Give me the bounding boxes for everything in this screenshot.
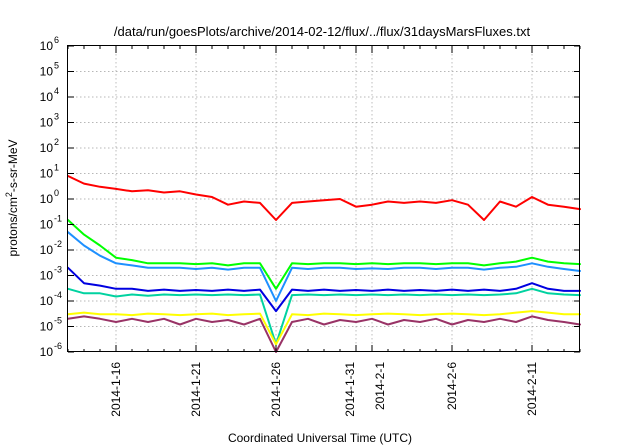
grid bbox=[68, 46, 580, 352]
y-tick-exponent: -1 bbox=[54, 214, 62, 224]
y-tick-label: 100 bbox=[40, 188, 59, 206]
y-tick-exponent: 5 bbox=[54, 61, 59, 71]
y-tick-label: 10-4 bbox=[40, 290, 62, 308]
y-tick-exponent: 6 bbox=[54, 35, 59, 45]
y-tick-exponent: -4 bbox=[54, 290, 62, 300]
y-tick-label: 10-3 bbox=[40, 265, 62, 283]
x-tick-label: 2014-2-6 bbox=[445, 362, 459, 410]
y-tick-label: 101 bbox=[40, 163, 59, 181]
y-tick-label: 106 bbox=[40, 35, 59, 53]
chart-title: /data/run/goesPlots/archive/2014-02-12/f… bbox=[114, 24, 531, 39]
y-tick-label: 104 bbox=[40, 86, 59, 104]
series-line bbox=[67, 287, 581, 346]
y-tick-exponent: -5 bbox=[54, 316, 62, 326]
series-line bbox=[67, 315, 581, 353]
y-tick-label: 105 bbox=[40, 61, 59, 79]
x-tick-label: 2014-1-31 bbox=[343, 362, 357, 417]
y-tick-exponent: 0 bbox=[54, 188, 59, 198]
plot-frame bbox=[67, 45, 580, 352]
y-axis-label-before: protons/cm bbox=[6, 197, 20, 256]
series-line bbox=[67, 219, 581, 290]
y-tick-exponent: -6 bbox=[54, 341, 62, 351]
series-line bbox=[67, 310, 581, 346]
y-tick-label: 102 bbox=[40, 137, 59, 155]
y-axis-label: protons/cm2-s-sr-MeV bbox=[4, 139, 20, 256]
x-tick-label: 2014-1-26 bbox=[269, 362, 283, 417]
y-axis-label-after: -s-sr-MeV bbox=[6, 139, 20, 192]
series-layer bbox=[67, 175, 581, 353]
y-tick-label: 10-5 bbox=[40, 316, 62, 334]
x-tick-label: 2014-1-21 bbox=[189, 362, 203, 417]
x-axis: 2014-1-16 2014-1-21 2014-1-26 2014-1-31 2014… bbox=[67, 46, 581, 417]
series-line bbox=[67, 231, 581, 302]
x-tick-label: 2014-2-1 bbox=[373, 362, 387, 410]
y-tick-label: 10-1 bbox=[40, 214, 62, 232]
y-tick-label: 103 bbox=[40, 112, 59, 130]
x-axis-label: Coordinated Universal Time (UTC) bbox=[228, 431, 412, 445]
x-tick-label: 2014-2-11 bbox=[525, 362, 539, 416]
y-tick-label: 10-2 bbox=[40, 239, 62, 257]
series-line bbox=[67, 266, 581, 313]
y-tick-exponent: 3 bbox=[54, 112, 59, 122]
series-line bbox=[67, 175, 581, 221]
y-tick-exponent: 2 bbox=[54, 137, 59, 147]
x-tick-label: 2014-1-16 bbox=[109, 362, 123, 417]
y-tick-exponent: 4 bbox=[54, 86, 59, 96]
y-axis: 10-610-510-410-310-210-11001011021031041… bbox=[40, 35, 580, 359]
y-tick-label: 10-6 bbox=[40, 341, 62, 359]
y-tick-exponent: -2 bbox=[54, 239, 62, 249]
y-tick-exponent: 1 bbox=[54, 163, 59, 173]
y-tick-exponent: -3 bbox=[54, 265, 62, 275]
y-axis-label-sup: 2 bbox=[4, 192, 14, 197]
